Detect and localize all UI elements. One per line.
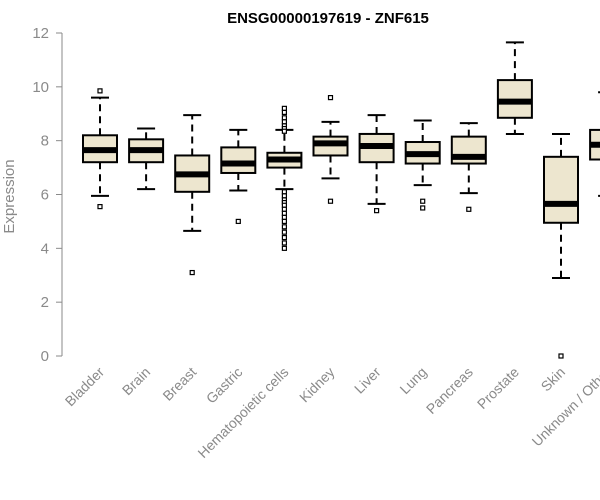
outlier-point bbox=[281, 128, 287, 134]
box-group bbox=[543, 132, 579, 359]
outlier-point bbox=[281, 109, 287, 116]
outlier-point bbox=[281, 202, 287, 208]
outlier-point bbox=[281, 245, 287, 251]
outlier-point bbox=[420, 198, 426, 204]
outlier-point bbox=[281, 189, 287, 195]
outlier-point bbox=[281, 240, 287, 246]
box-group bbox=[496, 41, 533, 135]
x-tick-label: Bladder bbox=[62, 364, 108, 410]
outlier-point bbox=[281, 206, 287, 212]
y-tick-label: 6 bbox=[41, 187, 49, 204]
iqr-box bbox=[543, 155, 579, 224]
outlier-point bbox=[281, 119, 287, 125]
iqr-box bbox=[220, 146, 257, 174]
box-group bbox=[358, 114, 395, 214]
box-group bbox=[82, 88, 118, 210]
box-group bbox=[589, 91, 600, 197]
chart-title: ENSG00000197619 - ZNF615 bbox=[227, 10, 429, 27]
outlier-point bbox=[281, 105, 287, 111]
x-tick-label: Skin bbox=[538, 364, 569, 395]
outlier-point bbox=[97, 88, 103, 94]
y-axis-label: Expression bbox=[1, 159, 18, 233]
outlier-point bbox=[281, 234, 287, 241]
y-tick-label: 10 bbox=[32, 79, 49, 96]
boxes bbox=[82, 41, 600, 359]
outlier-point bbox=[374, 208, 380, 214]
x-tick-label: Brain bbox=[119, 364, 153, 398]
box-group bbox=[450, 122, 487, 212]
box-group bbox=[266, 105, 303, 251]
box-group bbox=[312, 94, 349, 204]
y-tick-label: 2 bbox=[41, 294, 49, 311]
x-tick-label: Lung bbox=[396, 364, 429, 397]
x-tick-label: Kidney bbox=[296, 364, 338, 406]
x-tick-label: Liver bbox=[351, 364, 384, 397]
y-tick-label: 0 bbox=[41, 348, 49, 365]
outlier-point bbox=[558, 353, 564, 359]
outlier-point bbox=[281, 210, 287, 216]
y-tick-label: 4 bbox=[41, 240, 49, 257]
outlier-point bbox=[189, 269, 195, 276]
box-group bbox=[404, 119, 441, 211]
outlier-point bbox=[327, 198, 334, 204]
outlier-point bbox=[466, 206, 472, 212]
outlier-point bbox=[281, 214, 287, 220]
x-tick-label: Hematopoietic cells bbox=[194, 364, 291, 461]
box-group bbox=[174, 114, 211, 276]
outlier-point bbox=[97, 204, 103, 210]
x-tick-label: Breast bbox=[159, 364, 199, 404]
box-group bbox=[128, 127, 165, 191]
outlier-point bbox=[281, 193, 287, 199]
outlier-point bbox=[327, 94, 334, 101]
axes: 0 2 4 6 8 10 12 bbox=[32, 25, 63, 365]
outlier-point bbox=[281, 229, 287, 235]
y-tick-label: 12 bbox=[32, 25, 49, 42]
outlier-point bbox=[281, 218, 287, 225]
outlier-point bbox=[235, 218, 241, 225]
outlier-point bbox=[281, 115, 287, 121]
outlier-point bbox=[281, 224, 287, 230]
x-tick-label: Gastric bbox=[203, 364, 246, 407]
box-group bbox=[220, 128, 257, 225]
outlier-point bbox=[420, 205, 426, 211]
x-tick-label: Pancreas bbox=[423, 364, 476, 417]
y-tick-label: 8 bbox=[41, 133, 49, 150]
x-tick-label: Prostate bbox=[474, 364, 522, 412]
